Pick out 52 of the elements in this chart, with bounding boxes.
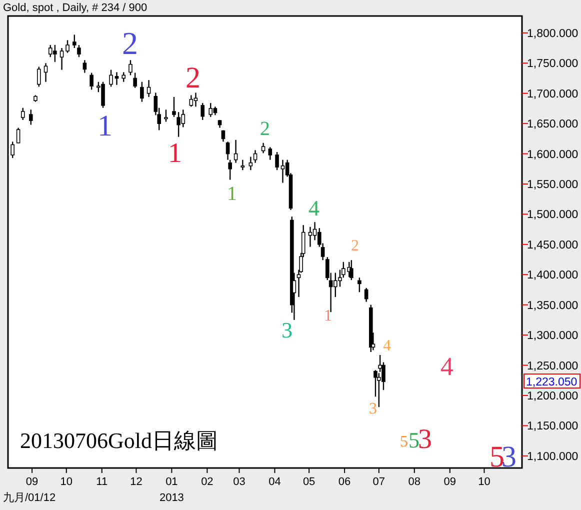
- annotation: 4: [308, 196, 320, 221]
- annotation: 3: [282, 318, 292, 343]
- annotation: 3: [418, 424, 432, 455]
- x-tick-label: 10: [478, 476, 490, 488]
- x-tick-label: 03: [233, 476, 246, 488]
- y-tick-label: 1,550.000: [527, 178, 578, 191]
- x-tick-label: 01: [166, 476, 178, 488]
- last-price: 1,223.050: [524, 374, 580, 388]
- y-tick-label: 1,300.000: [527, 330, 578, 342]
- y-tick-label: 1,250.000: [527, 360, 578, 372]
- y-tick-label: 1,450.000: [527, 239, 578, 252]
- x-tick-label: 04: [268, 476, 281, 488]
- annotation: 3: [502, 440, 516, 474]
- annotation: 2: [351, 238, 359, 255]
- annotation: 1: [98, 110, 112, 142]
- text: 九月/01/12: [3, 491, 56, 504]
- y-tick-label: 1,600.000: [527, 148, 578, 161]
- annotation: 4: [383, 338, 391, 355]
- y-tick-label: 1,800.000: [527, 28, 578, 40]
- y-tick-label: 1,150.000: [527, 420, 578, 433]
- annotation: 2: [260, 118, 270, 140]
- text: 2013: [159, 492, 184, 504]
- x-tick-label: 09: [444, 476, 456, 488]
- annotation: 5: [490, 440, 504, 474]
- x-tick-label: 09: [26, 476, 38, 488]
- annotation: 3: [369, 400, 377, 418]
- y-tick-label: 1,400.000: [527, 270, 578, 282]
- x-tick-label: 05: [302, 476, 316, 488]
- x-tick-label: 11: [96, 476, 108, 488]
- annotation: 20130706Gold日線圖: [20, 428, 218, 453]
- annotation: 5: [408, 428, 420, 453]
- y-tick-label: 1,750.000: [527, 58, 578, 70]
- annotation: 2: [186, 62, 200, 94]
- annotation: 5: [400, 434, 408, 451]
- x-tick-label: 12: [130, 476, 142, 488]
- annotation: 1: [227, 183, 237, 205]
- annotation: 4: [440, 352, 454, 382]
- y-tick-label: 1,500.000: [527, 209, 578, 222]
- y-tick-label: 1,350.000: [527, 300, 578, 312]
- annotation: 1: [168, 138, 182, 169]
- annotation: 2: [122, 25, 138, 62]
- y-tick-label: 1,700.000: [527, 88, 578, 100]
- x-tick-label: 07: [372, 476, 386, 488]
- x-tick-label: 08: [408, 476, 421, 488]
- y-tick-label: 1,100.000: [527, 450, 578, 463]
- y-tick-label: 1,200.000: [527, 390, 578, 402]
- chart-title: Gold, spot , Daily, # 234 / 900: [3, 2, 148, 14]
- x-tick-label: 06: [338, 476, 351, 488]
- x-tick-label: 10: [60, 476, 73, 488]
- x-tick-label: 02: [201, 476, 214, 488]
- annotation: 1: [324, 308, 332, 325]
- y-tick-label: 1,650.000: [527, 118, 578, 131]
